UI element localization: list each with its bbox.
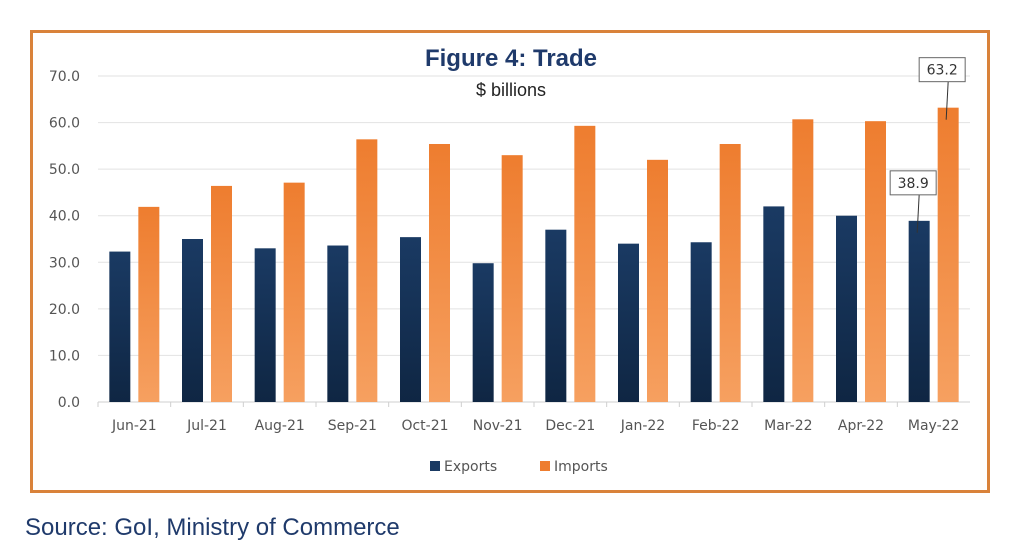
- bar-exports-aug-21: [254, 248, 276, 402]
- bar-imports-apr-22: [865, 121, 886, 402]
- y-tick-label: 60.0: [49, 116, 80, 132]
- bar-imports-oct-21: [429, 143, 450, 402]
- x-tick-label: Mar-22: [764, 418, 812, 434]
- y-tick-label: 20.0: [49, 302, 80, 318]
- legend-label-imports: Imports: [554, 459, 608, 475]
- callout-pointer: [916, 194, 920, 233]
- x-tick-label: Nov-21: [473, 418, 523, 434]
- bar-imports-aug-21: [283, 182, 305, 402]
- chart-title: Figure 4: Trade: [425, 45, 597, 72]
- y-tick-label: 50.0: [49, 162, 80, 178]
- x-tick-label: Oct-21: [401, 418, 448, 434]
- bar-imports-dec-21: [574, 125, 596, 403]
- bar-exports-jun-21: [109, 251, 131, 402]
- bar-imports-nov-21: [501, 155, 523, 402]
- y-tick-label: 70.0: [49, 69, 80, 85]
- y-tick-label: 40.0: [49, 209, 80, 225]
- callout-label-imports: 63.2: [927, 63, 958, 79]
- bar-exports-may-22: [908, 220, 930, 402]
- y-tick-label: 10.0: [49, 348, 80, 364]
- bar-imports-jun-21: [138, 206, 160, 402]
- legend-swatch-exports: [430, 461, 440, 471]
- y-tick-label: 30.0: [49, 255, 80, 271]
- legend-label-exports: Exports: [444, 459, 497, 475]
- bar-exports-jan-22: [618, 243, 639, 402]
- bar-exports-nov-21: [472, 263, 494, 402]
- bar-exports-jul-21: [182, 239, 203, 402]
- bar-exports-oct-21: [400, 237, 421, 402]
- bar-imports-sep-21: [356, 139, 378, 402]
- bar-exports-mar-22: [763, 206, 785, 402]
- callout-box: [918, 57, 966, 83]
- x-tick-label: May-22: [908, 418, 960, 434]
- y-tick-label: 0.0: [58, 395, 80, 411]
- callout-pointer: [945, 81, 949, 120]
- chart-subtitle: $ billions: [476, 80, 546, 100]
- callout-label-exports: 38.9: [898, 176, 929, 192]
- x-tick-label: Aug-21: [255, 418, 305, 434]
- legend-swatch-imports: [540, 461, 550, 471]
- callout-box: [889, 170, 937, 196]
- x-tick-label: Jun-21: [111, 418, 157, 434]
- bar-imports-mar-22: [792, 119, 814, 402]
- x-tick-label: Sep-21: [328, 418, 377, 434]
- bar-imports-jul-21: [211, 185, 232, 402]
- x-tick-label: Jul-21: [186, 418, 227, 434]
- x-tick-label: Jan-22: [620, 418, 665, 434]
- source-note: Source: GoI, Ministry of Commerce: [25, 514, 400, 541]
- x-tick-label: Apr-22: [838, 418, 884, 434]
- bar-exports-dec-21: [545, 229, 567, 402]
- x-tick-label: Dec-21: [545, 418, 595, 434]
- bar-exports-apr-22: [836, 215, 857, 402]
- bar-imports-jan-22: [647, 159, 668, 402]
- x-tick-label: Feb-22: [692, 418, 740, 434]
- bar-imports-may-22: [937, 107, 959, 402]
- bar-imports-feb-22: [719, 143, 741, 402]
- bar-exports-feb-22: [690, 242, 712, 402]
- bar-exports-sep-21: [327, 245, 349, 402]
